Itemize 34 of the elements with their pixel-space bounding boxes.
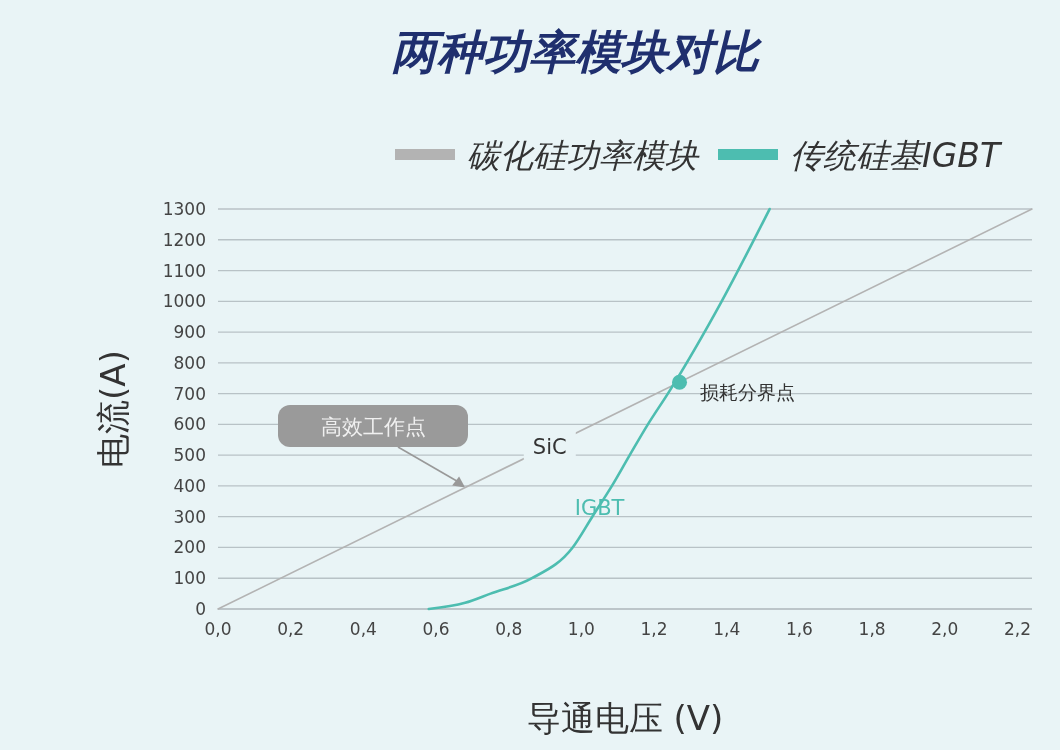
y-tick-label: 1100	[162, 260, 206, 281]
x-tick-label: 2,0	[931, 619, 959, 639]
x-tick-label: 2,2	[1003, 619, 1031, 639]
y-tick-label: 300	[173, 506, 206, 527]
y-tick-label: 1200	[162, 229, 206, 250]
y-tick-label: 800	[173, 352, 206, 373]
x-tick-label: 0,6	[422, 619, 450, 639]
annotation: SiC	[532, 434, 567, 459]
x-tick-label: 1,6	[785, 619, 813, 639]
y-tick-label: 900	[173, 322, 206, 343]
y-tick-label: 500	[173, 445, 206, 466]
legend-label: 传统硅基IGBT	[790, 136, 1003, 175]
legend-label: 碳化硅功率模块	[467, 136, 700, 175]
y-tick-label: 100	[173, 568, 206, 589]
y-axis-title: 电流(A)	[93, 350, 133, 468]
chart-title: 两种功率模块对比	[391, 25, 762, 79]
y-tick-label: 700	[173, 383, 206, 404]
y-tick-label: 200	[173, 537, 206, 558]
y-tick-label: 600	[173, 414, 206, 435]
x-tick-label: 0,0	[204, 619, 232, 639]
y-tick-label: 400	[173, 475, 206, 496]
x-tick-label: 1,2	[640, 619, 668, 639]
x-tick-label: 0,2	[277, 619, 305, 639]
y-tick-label: 0	[195, 599, 206, 619]
y-tick-label: 1300	[162, 199, 206, 219]
x-tick-label: 1,0	[567, 619, 595, 639]
x-tick-label: 1,8	[858, 619, 886, 639]
x-axis-title: 导通电压 (V)	[526, 698, 724, 738]
x-tick-label: 1,4	[713, 619, 741, 639]
annotation: 高效工作点	[320, 415, 426, 439]
y-tick-label: 1000	[162, 291, 206, 312]
x-tick-label: 0,8	[495, 619, 523, 639]
x-tick-label: 0,4	[349, 619, 377, 639]
annotation: 损耗分界点	[699, 381, 795, 404]
